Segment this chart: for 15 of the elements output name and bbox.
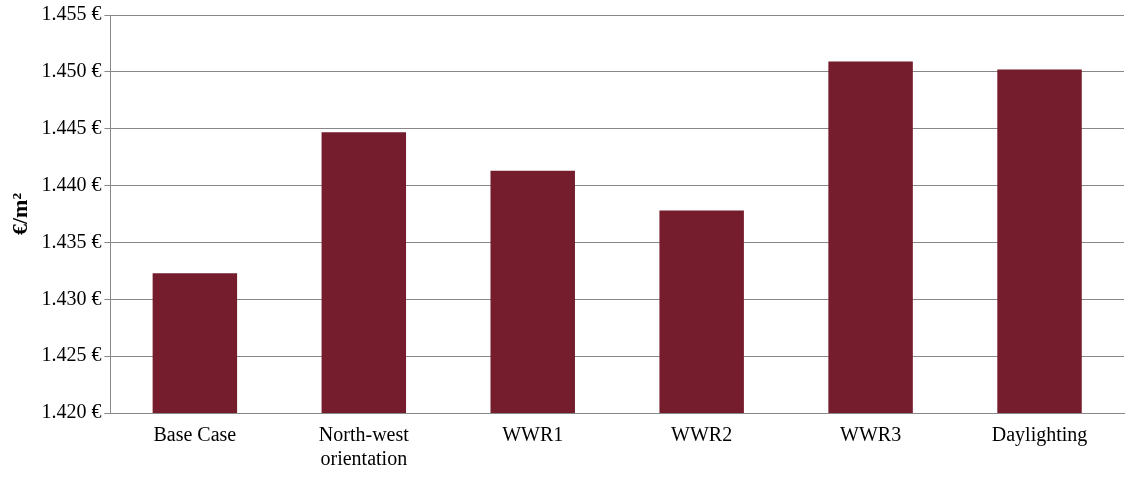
x-tick-label: Base Case xyxy=(153,423,237,446)
y-tick-label: 1.430 € xyxy=(41,286,102,309)
y-tick-label: 1.445 € xyxy=(41,115,102,138)
y-tick-label: 1.450 € xyxy=(41,59,102,82)
x-tick-label: WWR3 xyxy=(840,423,902,446)
x-tick-label: WWR2 xyxy=(671,423,733,446)
y-tick-label: 1.440 € xyxy=(41,172,102,195)
y-tick-label: 1.455 € xyxy=(41,2,102,25)
x-tick-label: North-west orientation xyxy=(318,423,410,470)
x-tick-label: Daylighting xyxy=(991,423,1088,447)
y-tick-label: 1.420 € xyxy=(41,400,102,423)
y-tick-label: 1.435 € xyxy=(41,229,102,252)
y-axis-title: €/m² xyxy=(6,192,32,236)
x-tick-label: WWR1 xyxy=(502,423,564,446)
y-tick-label: 1.425 € xyxy=(41,343,102,366)
